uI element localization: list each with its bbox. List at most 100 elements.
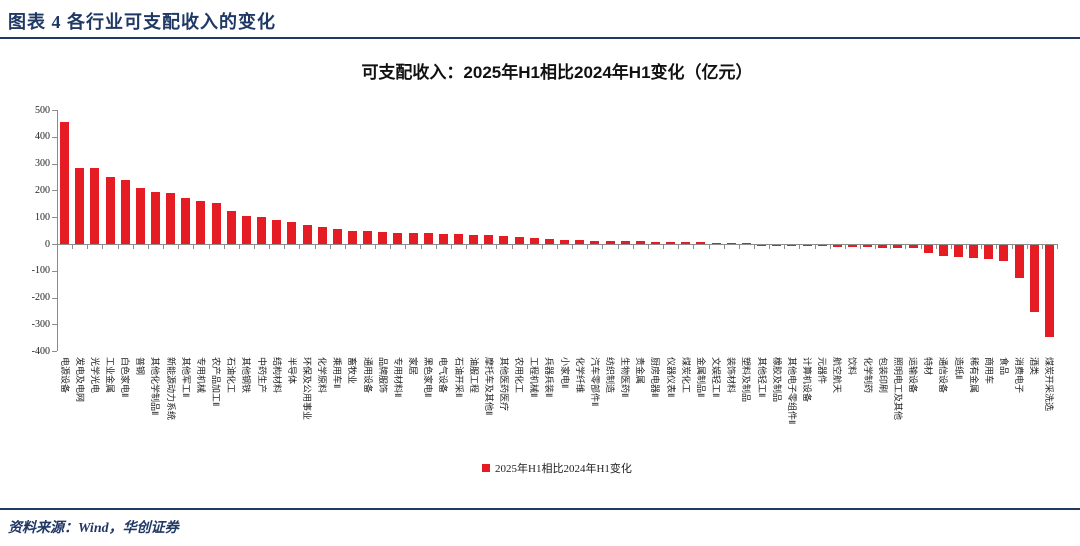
y-axis-label: 100	[35, 211, 50, 223]
x-axis-tick	[314, 245, 316, 249]
bar	[90, 168, 100, 244]
x-axis-label: 食品	[998, 357, 1009, 376]
bar	[105, 177, 115, 244]
bar	[514, 236, 524, 244]
bar	[802, 245, 812, 247]
bar	[363, 231, 373, 244]
y-axis-label: 0	[45, 238, 50, 250]
x-axis-label: 家居	[408, 357, 419, 376]
x-axis-label: 化学纤维	[574, 357, 585, 394]
x-axis-label: 文娱轻工Ⅱ	[711, 357, 722, 398]
x-axis-tick	[617, 245, 619, 249]
x-axis-label: 小家电Ⅱ	[559, 357, 570, 389]
x-axis-label: 金属制品Ⅱ	[695, 357, 706, 398]
x-axis-tick	[405, 245, 407, 249]
bar	[741, 243, 751, 245]
x-axis-tick	[996, 245, 998, 249]
x-axis-label: 工业金属	[105, 357, 116, 394]
x-axis-label: 农产品加工Ⅱ	[211, 357, 222, 407]
x-axis-label: 其他轻工Ⅱ	[756, 357, 767, 398]
x-axis-tick	[223, 245, 225, 249]
x-axis-label: 其他化学制品Ⅱ	[150, 357, 161, 416]
y-axis-tick	[52, 324, 57, 326]
bar	[211, 202, 221, 244]
y-axis-label: 400	[35, 131, 50, 143]
x-axis-tick	[769, 245, 771, 249]
x-axis-label: 运输设备	[908, 357, 919, 394]
x-axis-tick	[329, 245, 331, 249]
bar	[408, 233, 418, 244]
x-axis-tick	[587, 245, 589, 249]
x-axis-tick	[890, 245, 892, 249]
x-axis-label: 纺织制造	[605, 357, 616, 394]
x-axis-tick	[72, 245, 74, 249]
x-axis-label: 通用设备	[362, 357, 373, 394]
x-axis-label: 电气设备	[438, 357, 449, 394]
x-axis-label: 通信设备	[938, 357, 949, 394]
x-axis-label: 元器件	[817, 357, 828, 385]
chart-title: 可支配收入：2025年H1相比2024年H1变化（亿元）	[361, 63, 753, 82]
bar	[135, 187, 145, 244]
x-axis-tick	[435, 245, 437, 249]
bar	[575, 240, 585, 244]
bar	[847, 245, 857, 248]
x-axis-tick	[178, 245, 180, 249]
bar	[787, 245, 797, 246]
bar	[241, 216, 251, 244]
bar	[393, 232, 403, 244]
x-axis-label: 橡胶及制品	[771, 357, 782, 403]
x-axis-label: 其他医药医疗	[498, 357, 509, 412]
x-axis-tick	[87, 245, 89, 249]
x-axis-tick	[193, 245, 195, 249]
x-axis-tick	[269, 245, 271, 249]
x-axis-tick	[693, 245, 695, 249]
x-axis-label: 计算机设备	[802, 357, 812, 403]
x-axis-label: 商用车	[983, 357, 994, 385]
bar	[817, 245, 827, 247]
bar	[75, 167, 85, 244]
bar	[635, 241, 645, 244]
x-axis-label: 其他电子零组件Ⅱ	[786, 357, 797, 425]
x-axis-tick	[663, 245, 665, 249]
bar	[287, 221, 297, 244]
y-axis-label: -200	[31, 292, 50, 304]
figure-title: 图表 4 各行业可支配收入的变化	[8, 12, 276, 32]
y-axis-tick	[52, 190, 57, 192]
x-axis-label: 农用化工	[514, 357, 525, 394]
bar	[544, 238, 554, 244]
bar	[666, 241, 676, 244]
bar	[984, 245, 994, 260]
bar	[257, 217, 267, 244]
y-axis-tick	[52, 297, 57, 299]
x-axis-tick	[117, 245, 119, 249]
x-axis-label: 仪器仪表Ⅱ	[665, 357, 676, 398]
bar	[923, 245, 933, 253]
bar	[650, 241, 660, 244]
bar	[378, 232, 388, 244]
x-axis-tick	[632, 245, 634, 249]
x-axis-label: 电源设备	[59, 357, 70, 394]
x-axis-tick	[799, 245, 801, 249]
y-axis-line	[57, 110, 58, 352]
x-axis-label: 化学原料	[317, 357, 328, 394]
x-axis-label: 生物医药Ⅱ	[620, 357, 631, 398]
x-axis-label: 白色家电Ⅱ	[120, 357, 131, 398]
x-axis-label: 工程机械Ⅱ	[529, 357, 540, 398]
x-axis-tick	[829, 245, 831, 249]
bar	[560, 239, 570, 244]
bar	[757, 245, 767, 246]
x-axis-tick	[981, 245, 983, 249]
x-axis-label: 石油开采Ⅱ	[453, 357, 464, 398]
x-axis-tick	[920, 245, 922, 249]
x-axis-label: 消费电子	[1014, 357, 1025, 394]
bar	[529, 237, 539, 244]
bar	[120, 179, 130, 244]
y-axis-label: 300	[35, 158, 50, 170]
source-note: 资料来源：Wind，华创证券	[8, 521, 179, 536]
x-axis-label: 航空航天	[832, 357, 843, 394]
x-axis-tick	[1057, 245, 1058, 249]
x-axis-label: 环保及公用事业	[302, 357, 312, 421]
x-axis-label: 饮料	[847, 357, 858, 376]
x-axis-tick	[950, 245, 952, 249]
bar	[484, 235, 494, 244]
